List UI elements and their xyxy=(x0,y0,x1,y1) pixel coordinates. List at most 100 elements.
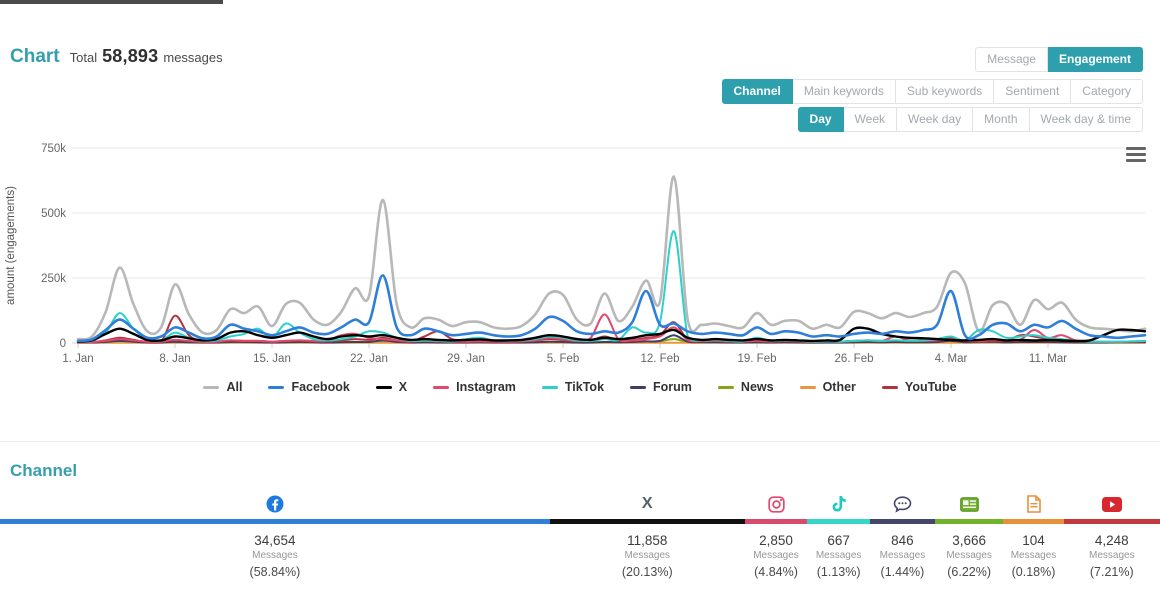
legend-swatch xyxy=(433,385,450,389)
forum-icon[interactable] xyxy=(893,494,912,514)
channel-percent: (0.18%) xyxy=(1011,565,1056,579)
channel-bar-segment-youtube[interactable] xyxy=(1063,519,1160,524)
line-chart: 0 250k 500k 750k 1. Jan 8. Jan 15. Jan 22. Jan 2… xyxy=(0,135,1160,370)
chart-context-menu-icon[interactable] xyxy=(1126,147,1146,162)
legend-label: Instagram xyxy=(456,380,516,394)
channel-column-instagram: 2,850 Messages (4.84%) xyxy=(744,494,808,579)
legend-swatch xyxy=(203,385,220,389)
section-divider xyxy=(0,441,1160,442)
legend-item-forum[interactable]: Forum xyxy=(630,380,692,394)
legend-label: Forum xyxy=(653,380,692,394)
legend-swatch xyxy=(630,385,647,389)
legend-label: News xyxy=(740,380,774,394)
svg-text:12. Feb: 12. Feb xyxy=(641,353,680,365)
svg-text:250k: 250k xyxy=(41,273,66,285)
channel-bar-segment-news[interactable] xyxy=(934,519,1004,524)
instagram-icon[interactable] xyxy=(767,494,785,514)
toggle-message[interactable]: Message xyxy=(975,47,1048,72)
channel-bar-segment-facebook[interactable] xyxy=(0,519,550,524)
svg-text:19. Feb: 19. Feb xyxy=(738,353,777,365)
tab-month[interactable]: Month xyxy=(973,107,1030,132)
channel-percent: (1.44%) xyxy=(880,565,925,579)
channel-percent: (58.84%) xyxy=(249,565,301,579)
series-line-forum xyxy=(77,334,1146,344)
legend-swatch xyxy=(717,385,734,389)
dimension-tab-group: Channel Main keywords Sub keywords Sentimen… xyxy=(721,79,1143,104)
total-suffix: messages xyxy=(163,50,223,65)
tab-sub-keywords[interactable]: Sub keywords xyxy=(895,79,995,104)
channel-bar-segment-tiktok[interactable] xyxy=(807,519,870,524)
facebook-icon[interactable] xyxy=(266,494,284,514)
svg-text:22. Jan: 22. Jan xyxy=(350,353,388,365)
channel-breakdown-bar: 34,654 Messages (58.84%) X 11,858 Messages (20… xyxy=(0,494,1160,579)
tab-week[interactable]: Week xyxy=(843,107,898,132)
channel-bar-segment-instagram[interactable] xyxy=(744,519,808,524)
svg-text:5. Feb: 5. Feb xyxy=(547,353,580,365)
channel-message-count: 34,654 xyxy=(254,533,296,548)
legend-label: YouTube xyxy=(904,380,957,394)
legend-label: Facebook xyxy=(291,380,350,394)
svg-text:26. Feb: 26. Feb xyxy=(835,353,874,365)
channel-message-count: 3,666 xyxy=(952,533,987,548)
svg-text:1. Jan: 1. Jan xyxy=(62,353,93,365)
tab-sentiment[interactable]: Sentiment xyxy=(994,79,1072,104)
channel-messages-label: Messages xyxy=(624,550,671,561)
series-line-facebook xyxy=(76,274,1147,343)
svg-text:4. Mar: 4. Mar xyxy=(935,353,968,365)
channel-percent: (1.13%) xyxy=(816,565,861,579)
channel-column-x: X 11,858 Messages (20.13%) xyxy=(549,494,745,579)
total-value: 58,893 xyxy=(102,46,159,66)
tab-category[interactable]: Category xyxy=(1071,79,1143,104)
legend-item-all[interactable]: All xyxy=(203,380,242,394)
series-line-x xyxy=(76,326,1147,343)
svg-text:11. Mar: 11. Mar xyxy=(1029,353,1067,365)
svg-text:750k: 750k xyxy=(41,143,66,155)
channel-message-count: 667 xyxy=(827,533,850,548)
channel-column-news: 3,666 Messages (6.22%) xyxy=(934,494,1004,579)
total-label: Total xyxy=(69,50,98,65)
tab-week-day[interactable]: Week day xyxy=(897,107,974,132)
legend-item-x[interactable]: X xyxy=(375,380,407,394)
tiktok-icon[interactable] xyxy=(831,494,847,514)
svg-text:29. Jan: 29. Jan xyxy=(447,353,485,365)
channel-message-count: 846 xyxy=(891,533,914,548)
svg-text:500k: 500k xyxy=(41,208,66,220)
channel-messages-label: Messages xyxy=(815,550,862,561)
series-line-all xyxy=(76,175,1147,341)
svg-text:amount (engagements): amount (engagements) xyxy=(5,186,17,305)
other-icon[interactable] xyxy=(1026,494,1041,514)
channel-bar-segment-forum[interactable] xyxy=(869,519,935,524)
channel-column-other: 104 Messages (0.18%) xyxy=(1003,494,1064,579)
legend-item-instagram[interactable]: Instagram xyxy=(433,380,516,394)
toggle-engagement[interactable]: Engagement xyxy=(1047,47,1143,72)
channel-messages-label: Messages xyxy=(1010,550,1057,561)
tab-channel[interactable]: Channel xyxy=(721,79,793,104)
legend-item-other[interactable]: Other xyxy=(799,380,856,394)
channel-messages-label: Messages xyxy=(252,550,298,561)
news-icon[interactable] xyxy=(959,494,979,514)
legend-swatch xyxy=(541,385,558,389)
legend-item-news[interactable]: News xyxy=(717,380,774,394)
svg-text:8. Jan: 8. Jan xyxy=(159,353,190,365)
legend-swatch xyxy=(881,385,898,389)
channel-bar-segment-other[interactable] xyxy=(1003,519,1064,524)
channel-bar-segment-x[interactable] xyxy=(549,519,745,524)
channel-percent: (4.84%) xyxy=(754,565,798,579)
legend-item-facebook[interactable]: Facebook xyxy=(268,380,350,394)
legend-item-youtube[interactable]: YouTube xyxy=(881,380,957,394)
channel-messages-label: Messages xyxy=(946,550,992,561)
granularity-tab-group: Day Week Week day Month Week day & time xyxy=(797,107,1143,132)
youtube-icon[interactable] xyxy=(1101,494,1122,514)
tab-day[interactable]: Day xyxy=(797,107,844,132)
channel-message-count: 11,858 xyxy=(627,533,668,548)
tab-main-keywords[interactable]: Main keywords xyxy=(792,79,896,104)
svg-text:0: 0 xyxy=(60,338,66,350)
legend-label: TikTok xyxy=(564,380,605,394)
channel-column-forum: 846 Messages (1.44%) xyxy=(869,494,935,579)
legend-item-tiktok[interactable]: TikTok xyxy=(541,380,605,394)
x-icon[interactable]: X xyxy=(641,495,653,512)
channel-percent: (20.13%) xyxy=(621,565,673,579)
tab-week-day-time[interactable]: Week day & time xyxy=(1029,107,1143,132)
legend-swatch xyxy=(268,385,285,389)
